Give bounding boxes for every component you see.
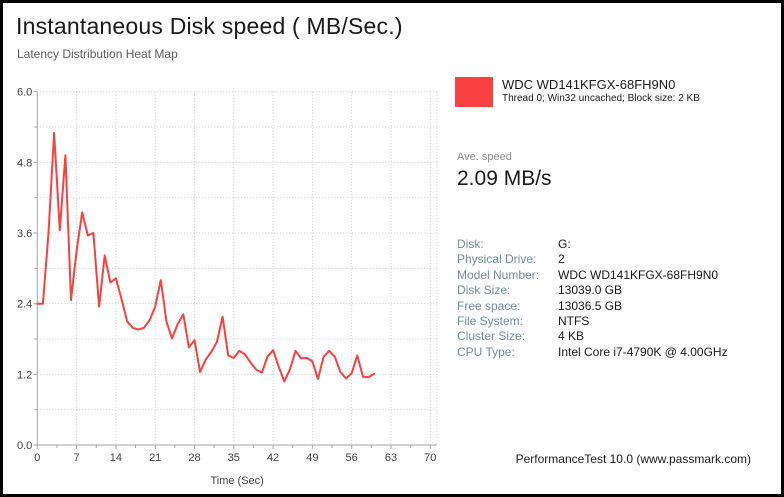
info-row: Cluster Size: 4 KB: [457, 329, 728, 344]
info-row-label: Disk:: [457, 237, 484, 251]
info-row-value: 13036.5 GB: [558, 298, 623, 313]
info-row: Model Number: WDC WD141KFGX-68FH9N0: [457, 268, 728, 283]
info-row-label: CPU Type:: [457, 344, 515, 359]
info-row: File System: NTFS: [457, 314, 728, 329]
x-tick-label: 49: [306, 452, 318, 464]
average-speed-label: Ave. speed: [457, 151, 512, 163]
x-tick-label: 63: [385, 452, 397, 464]
info-row-label: Cluster Size:: [457, 329, 526, 344]
info-row-label: Physical Drive:: [457, 252, 537, 267]
x-tick-label: 0: [34, 452, 40, 464]
info-row: CPU Type: Intel Core i7-4790K @ 4.00GHz: [457, 345, 728, 360]
legend-test-details: Thread 0; Win32 uncached; Block size: 2 …: [502, 93, 700, 104]
y-tick-label: 6.0: [17, 87, 32, 99]
info-row: Disk: G:: [457, 237, 728, 252]
y-tick-label: 3.6: [17, 228, 32, 240]
info-row-label: File System:: [457, 314, 524, 329]
legend-color-swatch: [455, 77, 493, 107]
info-row-value: 2: [558, 252, 565, 267]
x-tick-label: 28: [188, 452, 200, 464]
info-row-label: Disk Size:: [457, 283, 511, 298]
info-row-value: WDC WD141KFGX-68FH9N0: [558, 267, 719, 282]
x-tick-label: 56: [346, 452, 358, 464]
x-tick-label: 7: [74, 452, 80, 464]
y-tick-label: 2.4: [17, 299, 32, 311]
y-tick-label: 1.2: [17, 369, 32, 381]
info-row: Free space: 13036.5 GB: [457, 299, 728, 314]
info-row-value: 4 KB: [558, 329, 585, 344]
y-tick-label: 4.8: [17, 157, 32, 169]
info-row-value: G:: [558, 237, 571, 251]
legend-device-name: WDC WD141KFGX-68FH9N0: [502, 77, 676, 92]
footer-branding: PerformanceTest 10.0 (www.passmark.com): [515, 452, 751, 466]
info-row: Disk Size: 13039.0 GB: [457, 283, 728, 298]
legend: WDC WD141KFGX-68FH9N0 Thread 0; Win32 un…: [455, 77, 700, 107]
page-subtitle: Latency Distribution Heat Map: [17, 47, 178, 61]
info-row-value: 13039.0 GB: [558, 283, 623, 298]
y-tick-label: 0.0: [17, 440, 32, 452]
x-axis-title: Time (Sec): [210, 475, 263, 487]
info-row: Physical Drive: 2: [457, 252, 728, 267]
x-tick-label: 21: [149, 452, 161, 464]
x-tick-label: 70: [424, 452, 436, 464]
x-tick-label: 42: [267, 452, 279, 464]
info-row-label: Model Number:: [457, 267, 540, 282]
x-tick-label: 35: [228, 452, 240, 464]
disk-info-table: Disk: G: Physical Drive: 2 Model Number: WDC …: [457, 237, 728, 360]
info-row-label: Free space:: [457, 298, 521, 313]
average-speed-block: Ave. speed 2.09 MB/s: [457, 151, 552, 191]
info-row-value: Intel Core i7-4790K @ 4.00GHz: [558, 344, 728, 359]
page-title: Instantaneous Disk speed ( MB/Sec.): [16, 13, 403, 39]
speed-line: [36, 131, 376, 383]
legend-text: WDC WD141KFGX-68FH9N0 Thread 0; Win32 un…: [502, 77, 700, 105]
average-speed-value: 2.09 MB/s: [457, 167, 552, 190]
x-tick-label: 14: [110, 452, 122, 464]
info-row-value: NTFS: [558, 314, 590, 329]
